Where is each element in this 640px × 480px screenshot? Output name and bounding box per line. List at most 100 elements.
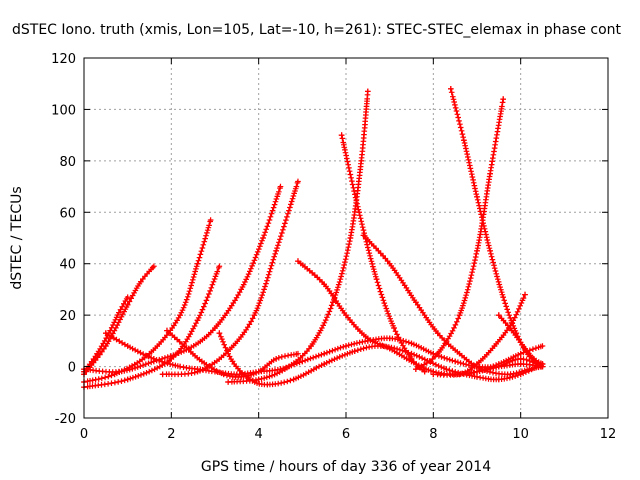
y-tick-label: -20 <box>55 412 76 427</box>
data-point <box>251 312 258 318</box>
data-point <box>530 356 537 362</box>
x-tick-label: 2 <box>167 427 175 442</box>
data-point <box>321 281 327 288</box>
data-point <box>282 366 288 372</box>
data-point <box>343 343 349 349</box>
data-point <box>124 343 131 349</box>
data-point <box>522 291 528 298</box>
data-point <box>356 209 362 216</box>
data-point <box>491 343 498 349</box>
series-17 <box>496 312 546 367</box>
data-point <box>474 368 480 375</box>
data-point <box>273 248 279 254</box>
data-point <box>452 358 458 365</box>
series-18 <box>456 343 546 378</box>
data-point <box>474 374 480 380</box>
data-point <box>146 350 153 357</box>
y-tick-label: 120 <box>51 52 76 67</box>
data-point <box>456 371 463 378</box>
data-point <box>137 278 144 285</box>
data-point <box>517 350 524 357</box>
data-point <box>373 276 380 282</box>
data-point <box>194 317 201 324</box>
data-point <box>264 381 271 388</box>
data-point <box>386 335 393 342</box>
y-tick-label: 20 <box>59 309 76 324</box>
data-point <box>177 312 183 318</box>
data-point <box>509 327 515 334</box>
data-point <box>181 343 188 349</box>
data-point <box>365 335 371 342</box>
data-point <box>295 178 301 185</box>
data-point <box>496 312 502 318</box>
series-14 <box>413 96 506 372</box>
data-point <box>386 345 393 352</box>
data-point <box>295 350 301 357</box>
data-point <box>199 358 205 365</box>
data-point <box>509 320 515 326</box>
data-point <box>360 232 367 239</box>
data-point <box>151 358 157 365</box>
data-point <box>421 368 428 375</box>
data-point <box>273 356 279 362</box>
chart-title: dSTEC Iono. truth (xmis, Lon=105, Lat=-1… <box>12 22 622 38</box>
data-point <box>207 217 214 223</box>
series-layer <box>81 86 546 390</box>
data-point <box>124 302 131 308</box>
series-8 <box>159 178 301 378</box>
data-point <box>391 325 397 331</box>
data-point <box>103 330 109 336</box>
data-point <box>522 345 528 352</box>
data-point <box>260 235 266 241</box>
data-point <box>299 358 306 365</box>
data-point <box>443 366 450 372</box>
x-tick-label: 12 <box>600 427 617 442</box>
data-point <box>500 294 506 300</box>
data-point <box>504 371 511 378</box>
data-point <box>338 132 345 138</box>
y-tick-label: 100 <box>51 103 76 118</box>
data-point <box>474 248 480 254</box>
data-point <box>517 361 524 367</box>
data-point <box>461 137 467 144</box>
data-point <box>539 343 546 349</box>
data-point <box>496 361 502 367</box>
data-point <box>229 358 236 365</box>
series-markers <box>81 218 213 385</box>
data-point <box>500 96 506 102</box>
data-point <box>343 312 349 318</box>
x-tick-label: 10 <box>512 427 529 442</box>
series-markers <box>225 88 371 385</box>
data-point <box>103 343 109 349</box>
data-point <box>177 363 183 370</box>
data-point <box>351 348 358 354</box>
data-point <box>517 356 524 362</box>
data-point <box>456 312 463 318</box>
series-10 <box>225 88 371 385</box>
data-point <box>220 371 227 378</box>
data-point <box>168 356 175 362</box>
data-point <box>321 350 327 357</box>
data-point <box>159 371 166 378</box>
data-point <box>225 379 231 385</box>
data-point <box>474 194 480 200</box>
series-16 <box>430 291 528 378</box>
data-point <box>526 366 533 372</box>
x-axis-label: GPS time / hours of day 336 of year 2014 <box>201 459 491 475</box>
data-point <box>238 286 244 293</box>
data-point <box>539 361 546 367</box>
data-point <box>448 86 454 92</box>
data-point <box>295 258 301 264</box>
data-point <box>194 260 201 267</box>
data-point <box>474 361 480 367</box>
y-tick-label: 60 <box>59 206 76 221</box>
series-12 <box>338 132 428 375</box>
data-point <box>456 350 463 357</box>
data-point <box>255 376 262 383</box>
x-tick-label: 4 <box>255 427 263 442</box>
data-point <box>487 170 493 177</box>
data-point <box>347 235 354 241</box>
data-point <box>308 343 314 349</box>
data-point <box>434 350 441 357</box>
